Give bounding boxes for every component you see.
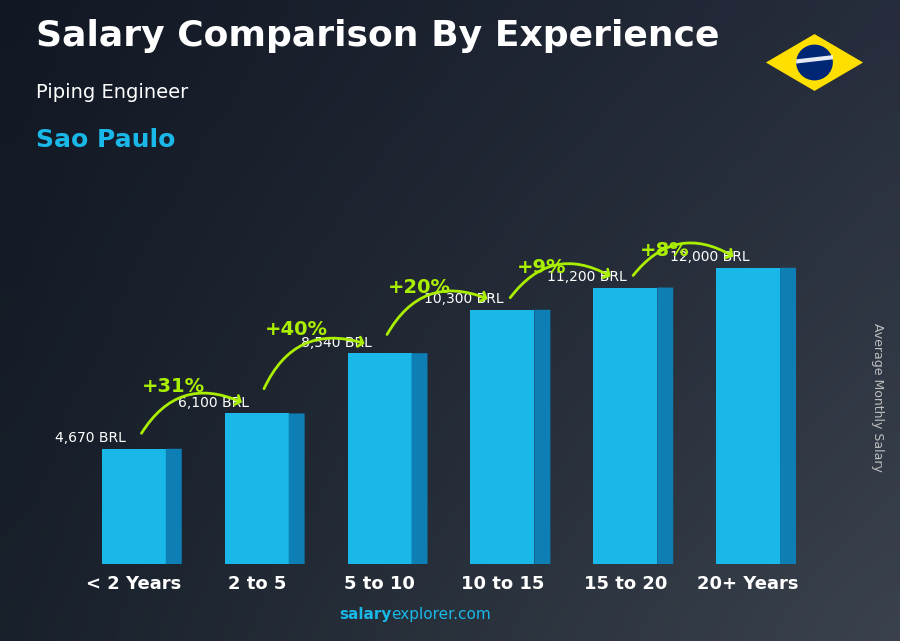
Polygon shape [593, 288, 657, 564]
Text: 11,200 BRL: 11,200 BRL [546, 271, 626, 284]
Polygon shape [780, 268, 796, 564]
Text: +8%: +8% [640, 241, 689, 260]
Text: 6,100 BRL: 6,100 BRL [178, 396, 249, 410]
Text: +31%: +31% [141, 377, 204, 395]
Text: Sao Paulo: Sao Paulo [36, 128, 176, 152]
Polygon shape [347, 353, 411, 564]
Polygon shape [225, 413, 289, 564]
Text: +40%: +40% [265, 320, 328, 339]
Text: 10,300 BRL: 10,300 BRL [424, 292, 503, 306]
Text: 8,540 BRL: 8,540 BRL [301, 336, 372, 350]
Text: 12,000 BRL: 12,000 BRL [670, 251, 749, 265]
Polygon shape [166, 449, 182, 564]
Polygon shape [766, 34, 863, 91]
Polygon shape [471, 310, 535, 564]
Polygon shape [535, 310, 550, 564]
Polygon shape [796, 55, 832, 63]
Text: salary: salary [339, 607, 392, 622]
Polygon shape [716, 268, 780, 564]
Circle shape [796, 45, 832, 80]
Polygon shape [411, 353, 428, 564]
Text: +9%: +9% [517, 258, 566, 278]
Text: Piping Engineer: Piping Engineer [36, 83, 188, 103]
Polygon shape [289, 413, 304, 564]
Text: 4,670 BRL: 4,670 BRL [55, 431, 126, 445]
Text: explorer.com: explorer.com [392, 607, 491, 622]
Text: Average Monthly Salary: Average Monthly Salary [871, 323, 884, 472]
Polygon shape [657, 288, 673, 564]
Text: +20%: +20% [387, 278, 450, 297]
Text: Salary Comparison By Experience: Salary Comparison By Experience [36, 19, 719, 53]
Polygon shape [102, 449, 166, 564]
